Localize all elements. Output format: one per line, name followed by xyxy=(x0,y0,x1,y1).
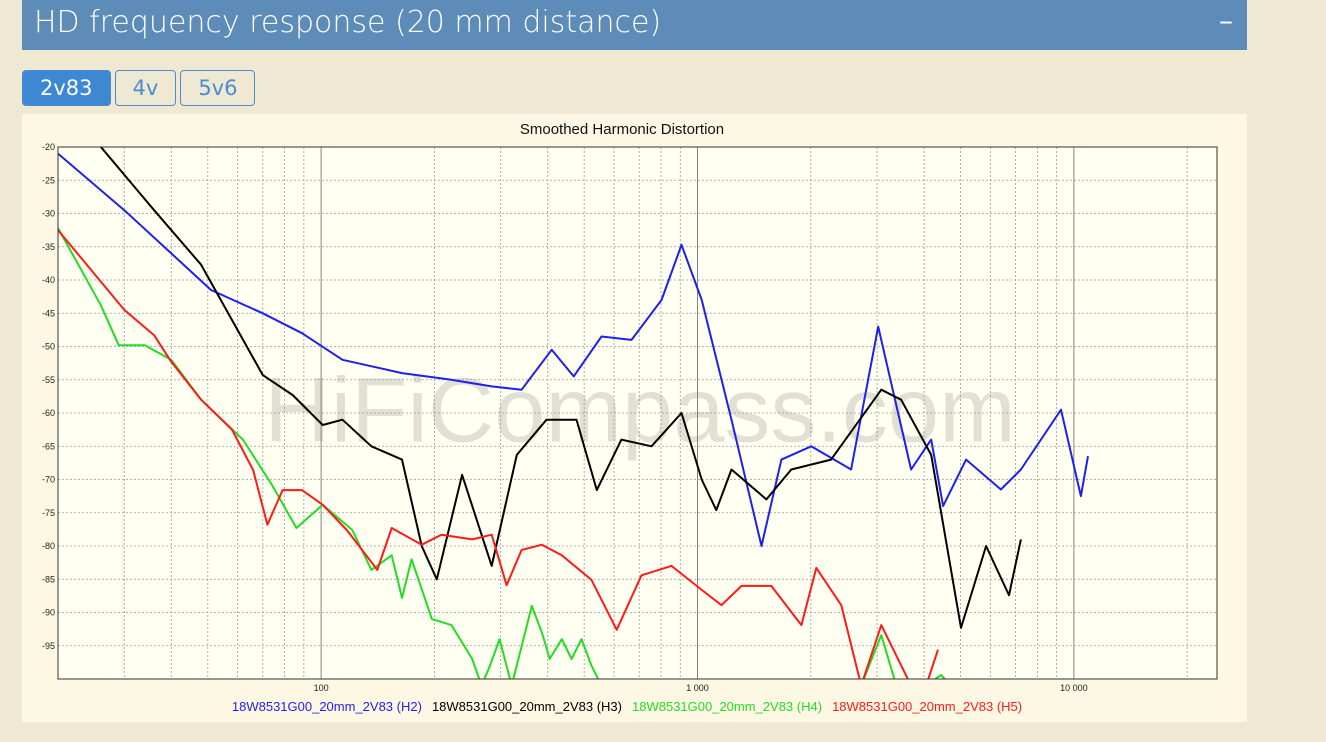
tab[interactable]: 4v xyxy=(114,70,177,106)
y-tick-label: -85 xyxy=(42,574,55,584)
x-tick-label: 10 000 xyxy=(1060,683,1088,693)
section-title: HD frequency response (20 mm distance) xyxy=(34,5,662,40)
tab-bar: 2v83 4v 5v6 xyxy=(22,70,256,106)
y-tick-label: -55 xyxy=(42,375,55,385)
chart: Smoothed Harmonic Distortion HiFiCompass… xyxy=(22,114,1247,722)
legend-entry: 18W8531G00_20mm_2V83 (H2) xyxy=(232,699,422,714)
y-tick-label: -80 xyxy=(42,541,55,551)
y-tick-label: -90 xyxy=(42,608,55,618)
y-tick-label: -65 xyxy=(42,441,55,451)
collapse-toggle[interactable]: – xyxy=(1219,4,1233,37)
y-tick-label: -70 xyxy=(42,475,55,485)
legend: 18W8531G00_20mm_2V83 (H2) 18W8531G00_20mm… xyxy=(232,699,1022,714)
y-tick-label: -75 xyxy=(42,508,55,518)
y-tick-label: -30 xyxy=(42,209,55,219)
tab[interactable]: 2v83 xyxy=(22,70,111,106)
y-tick-label: -95 xyxy=(42,641,55,651)
y-tick-label: -45 xyxy=(42,308,55,318)
y-tick-label: -25 xyxy=(42,175,55,185)
chart-title: Smoothed Harmonic Distortion xyxy=(520,121,724,138)
y-tick-label: -50 xyxy=(42,342,55,352)
legend-entry: 18W8531G00_20mm_2V83 (H5) xyxy=(832,699,1022,714)
y-tick-label: -40 xyxy=(42,275,55,285)
legend-entry: 18W8531G00_20mm_2V83 (H3) xyxy=(432,699,622,714)
x-tick-label: 1 000 xyxy=(686,683,709,693)
series-line xyxy=(100,147,1022,629)
y-tick-label: -20 xyxy=(42,142,55,152)
series-line xyxy=(58,229,939,679)
y-tick-label: -60 xyxy=(42,408,55,418)
plot-frame xyxy=(57,146,1218,680)
x-tick-label: 100 xyxy=(314,683,329,693)
series-line xyxy=(58,152,1089,547)
legend-entry: 18W8531G00_20mm_2V83 (H4) xyxy=(632,699,822,714)
tab[interactable]: 5v6 xyxy=(180,70,256,106)
y-tick-label: -35 xyxy=(42,242,55,252)
section-header[interactable]: HD frequency response (20 mm distance) – xyxy=(22,0,1247,50)
